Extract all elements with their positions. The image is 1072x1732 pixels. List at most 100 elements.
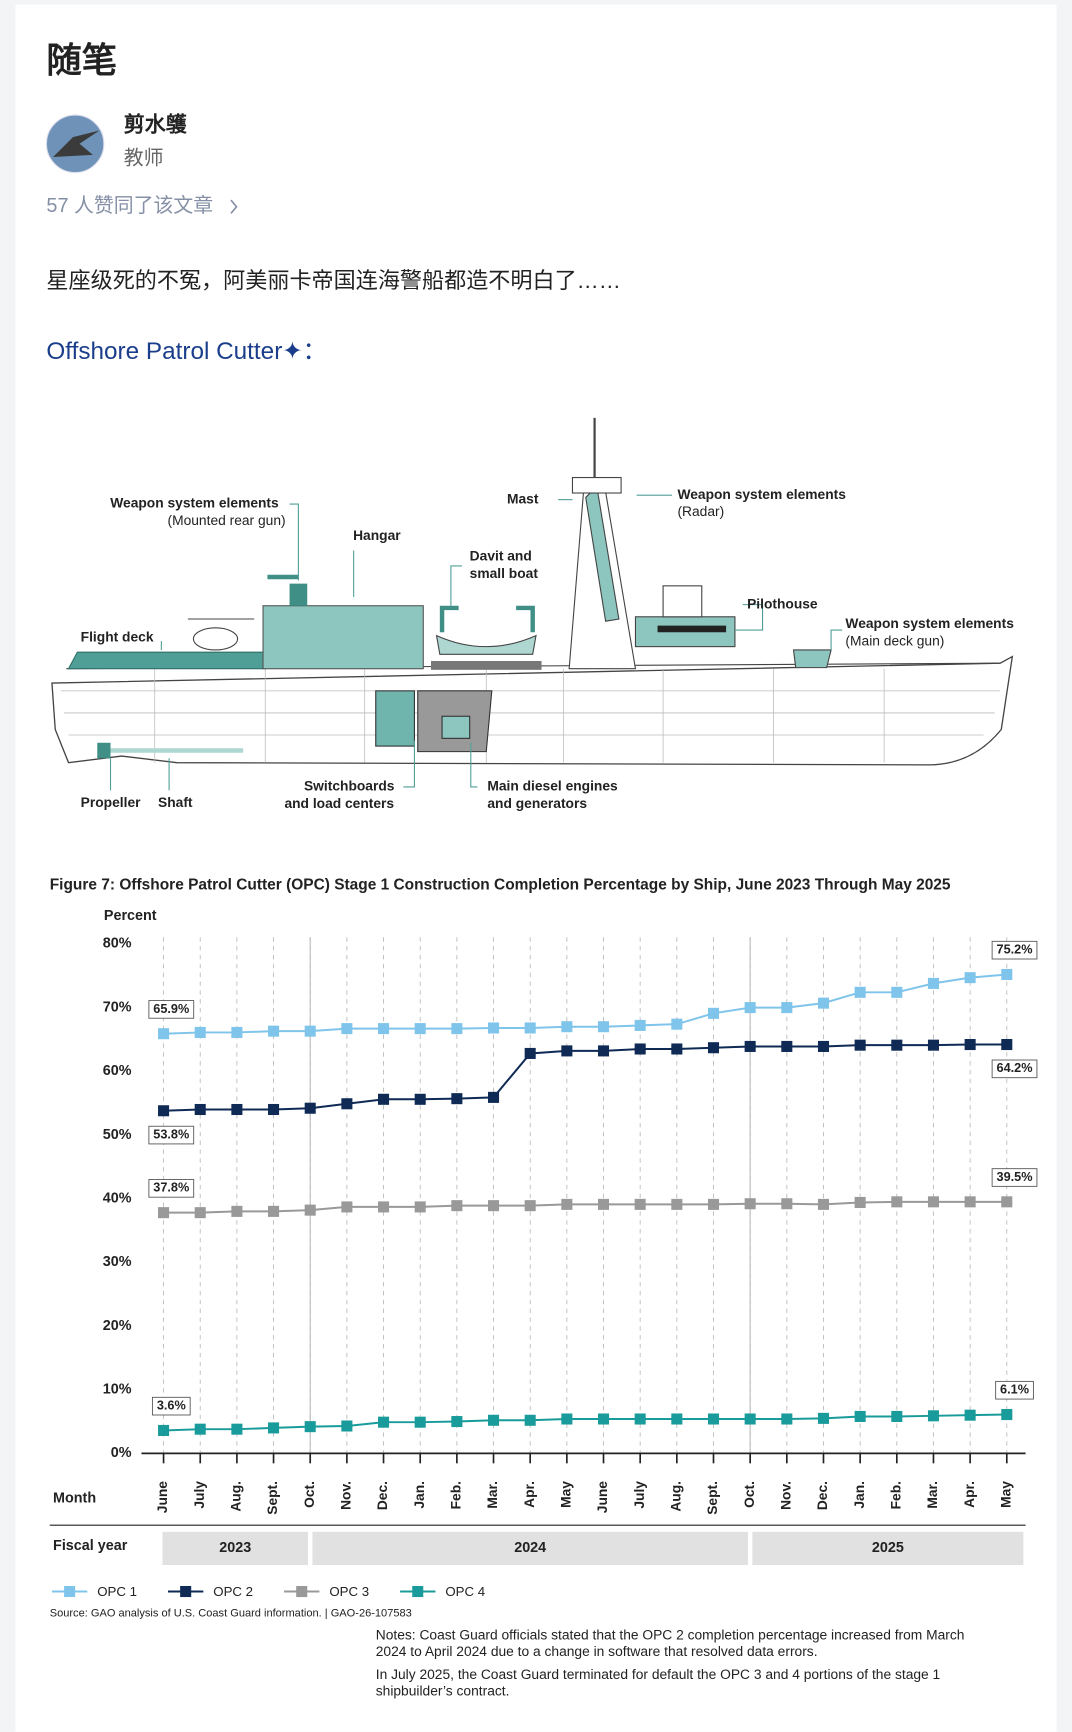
x-tick-label: July xyxy=(191,1481,207,1509)
note: 2024 to April 2024 due to a change in so… xyxy=(376,1643,818,1659)
data-point xyxy=(744,1413,756,1425)
data-point xyxy=(158,1207,170,1219)
data-point xyxy=(597,1413,610,1425)
avatar[interactable] xyxy=(45,114,105,174)
data-point xyxy=(268,1205,280,1217)
x-tick-label: Sept. xyxy=(264,1481,280,1515)
chevron xyxy=(230,199,238,214)
x-tick-label: Aug. xyxy=(667,1481,683,1512)
legend-label: OPC 3 xyxy=(329,1584,369,1599)
x-tick-label: Nov. xyxy=(777,1481,793,1510)
data-point xyxy=(158,1424,170,1436)
data-point xyxy=(707,1007,720,1019)
data-point xyxy=(414,1023,426,1035)
data-point xyxy=(1001,968,1013,981)
value-label-box xyxy=(991,1059,1038,1079)
data-point xyxy=(671,1043,683,1055)
data-point xyxy=(561,1021,573,1033)
data-point xyxy=(524,1022,536,1034)
diagram-label: Flight deck xyxy=(81,628,154,644)
data-point xyxy=(744,1002,756,1014)
series-line xyxy=(163,1413,1007,1432)
source: Source: GAO analysis of U.S. Coast Guard… xyxy=(50,1608,412,1620)
data-point xyxy=(487,1414,500,1426)
data-point xyxy=(561,1045,573,1057)
x-tick-label: Jan. xyxy=(411,1481,427,1509)
data-point xyxy=(304,1421,316,1433)
diagram-label: (Main deck gun) xyxy=(845,632,944,648)
diagram-label: Pilothouse xyxy=(747,595,818,611)
data-point xyxy=(487,1091,500,1103)
data-point xyxy=(634,1198,646,1210)
value-label: 65.9% xyxy=(153,1002,189,1016)
data-point xyxy=(707,1413,720,1425)
fiscal-year-band xyxy=(162,1531,309,1566)
data-point xyxy=(817,1412,830,1424)
diagram-label: (Mounted rear gun) xyxy=(168,512,286,528)
y-tick-label: 0% xyxy=(111,1445,132,1461)
data-point xyxy=(1001,1409,1013,1421)
data-point xyxy=(194,1103,206,1116)
data-point xyxy=(781,1002,793,1014)
value-label-box xyxy=(148,1179,195,1198)
data-point xyxy=(707,1042,720,1054)
data-point xyxy=(304,1204,316,1216)
data-point xyxy=(634,1413,646,1425)
data-point xyxy=(671,1018,683,1030)
legend-marker xyxy=(64,1586,76,1598)
fiscal-year-band xyxy=(752,1531,1024,1566)
author-name[interactable]: 剪水鹱 xyxy=(124,113,188,137)
data-point xyxy=(671,1198,683,1210)
likes[interactable]: 57 人赞同了该文章 xyxy=(46,195,213,217)
y-tick-label: 70% xyxy=(103,999,132,1015)
subheading: Offshore Patrol Cutter✦： xyxy=(46,338,327,365)
data-point xyxy=(597,1045,610,1057)
series-line xyxy=(163,973,1007,1035)
data-point xyxy=(1001,1039,1013,1051)
diagram-label: and generators xyxy=(487,795,587,811)
legend-label: OPC 1 xyxy=(97,1584,137,1599)
x-tick-label: July xyxy=(631,1481,647,1509)
diagram-label: Propeller xyxy=(81,794,141,810)
data-point xyxy=(744,1198,756,1210)
x-tick-label: Dec. xyxy=(814,1481,830,1510)
x-tick-label: Feb. xyxy=(887,1481,903,1509)
data-point xyxy=(891,1196,903,1208)
value-label-box xyxy=(148,1125,195,1145)
series-line xyxy=(163,1200,1007,1214)
data-point xyxy=(231,1423,243,1435)
data-point xyxy=(341,1098,353,1110)
data-point xyxy=(378,1093,390,1105)
x-tick-label: May xyxy=(557,1481,573,1508)
data-point xyxy=(707,1198,720,1210)
data-point xyxy=(341,1420,353,1432)
data-point xyxy=(927,1410,939,1422)
chart: Figure 7: Offshore Patrol Cutter (OPC) S… xyxy=(49,876,1038,1699)
diagram-label: small boat xyxy=(470,565,539,581)
legend-marker xyxy=(412,1586,424,1598)
data-point xyxy=(817,997,830,1009)
data-point xyxy=(158,1028,170,1040)
x-axis-label: Month xyxy=(53,1490,96,1506)
diagram-label: Switchboards xyxy=(304,778,395,794)
legend-marker xyxy=(296,1586,308,1598)
x-tick-label: Aug. xyxy=(228,1481,244,1512)
y-tick-label: 10% xyxy=(103,1382,132,1398)
data-point xyxy=(634,1043,646,1055)
data-point xyxy=(817,1198,830,1210)
y-tick-label: 60% xyxy=(103,1063,132,1079)
diagram-label: Weapon system elements xyxy=(845,615,1014,631)
value-label: 53.8% xyxy=(153,1127,189,1141)
data-point xyxy=(964,972,976,984)
data-point xyxy=(231,1103,243,1116)
y-tick-label: 40% xyxy=(103,1190,132,1206)
data-point xyxy=(597,1198,610,1210)
y-tick-label: 80% xyxy=(103,936,132,952)
data-point xyxy=(194,1026,206,1038)
x-tick-label: Apr. xyxy=(961,1481,977,1508)
fiscal-year: 2024 xyxy=(514,1540,546,1556)
data-point xyxy=(854,1196,866,1208)
data-point xyxy=(268,1025,280,1037)
data-point xyxy=(561,1198,573,1210)
